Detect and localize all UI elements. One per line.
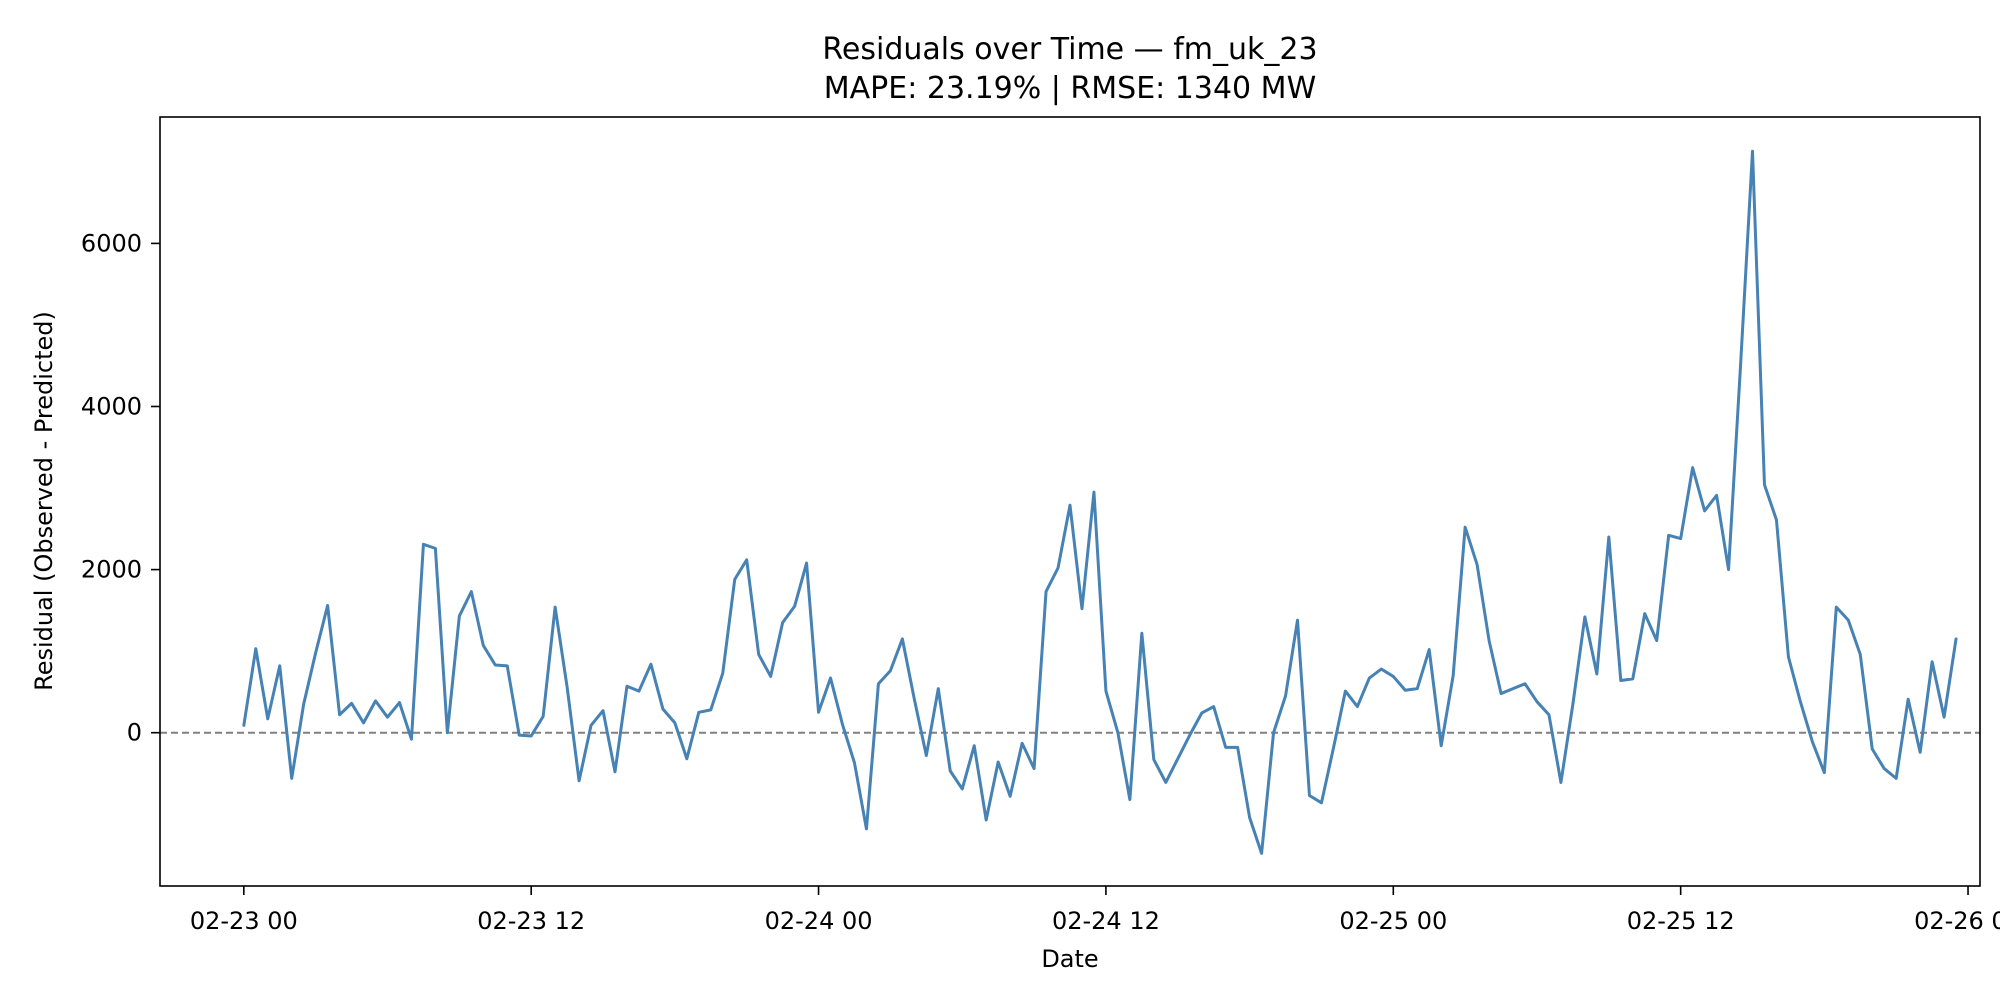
plot-area bbox=[160, 149, 1980, 855]
x-tick-label: 02-23 00 bbox=[190, 907, 298, 935]
y-tick-label: 6000 bbox=[81, 229, 142, 257]
x-tick-label: 02-24 12 bbox=[1052, 907, 1160, 935]
y-tick-label: 4000 bbox=[81, 392, 142, 420]
chart-title: Residuals over Time — fm_uk_23 bbox=[822, 32, 1317, 67]
x-tick-label: 02-24 00 bbox=[765, 907, 873, 935]
x-tick-label: 02-26 00 bbox=[1914, 907, 2000, 935]
y-tick-label: 2000 bbox=[81, 556, 142, 584]
x-axis: 02-23 00 02-23 12 02-24 00 02-24 12 02-25 00… bbox=[190, 886, 2000, 935]
y-axis: 0 2000 4000 6000 bbox=[81, 229, 160, 747]
y-axis-label: Residual (Observed - Predicted) bbox=[30, 311, 58, 691]
chart-subtitle: MAPE: 23.19% | RMSE: 1340 MW bbox=[824, 71, 1316, 106]
plot-frame bbox=[159, 116, 1981, 887]
residual-series-line bbox=[242, 149, 1958, 855]
y-tick-label: 0 bbox=[127, 719, 142, 747]
x-tick-label: 02-25 12 bbox=[1627, 907, 1735, 935]
x-axis-label: Date bbox=[1041, 945, 1098, 973]
x-tick-label: 02-23 12 bbox=[477, 907, 585, 935]
x-tick-label: 02-25 00 bbox=[1339, 907, 1447, 935]
